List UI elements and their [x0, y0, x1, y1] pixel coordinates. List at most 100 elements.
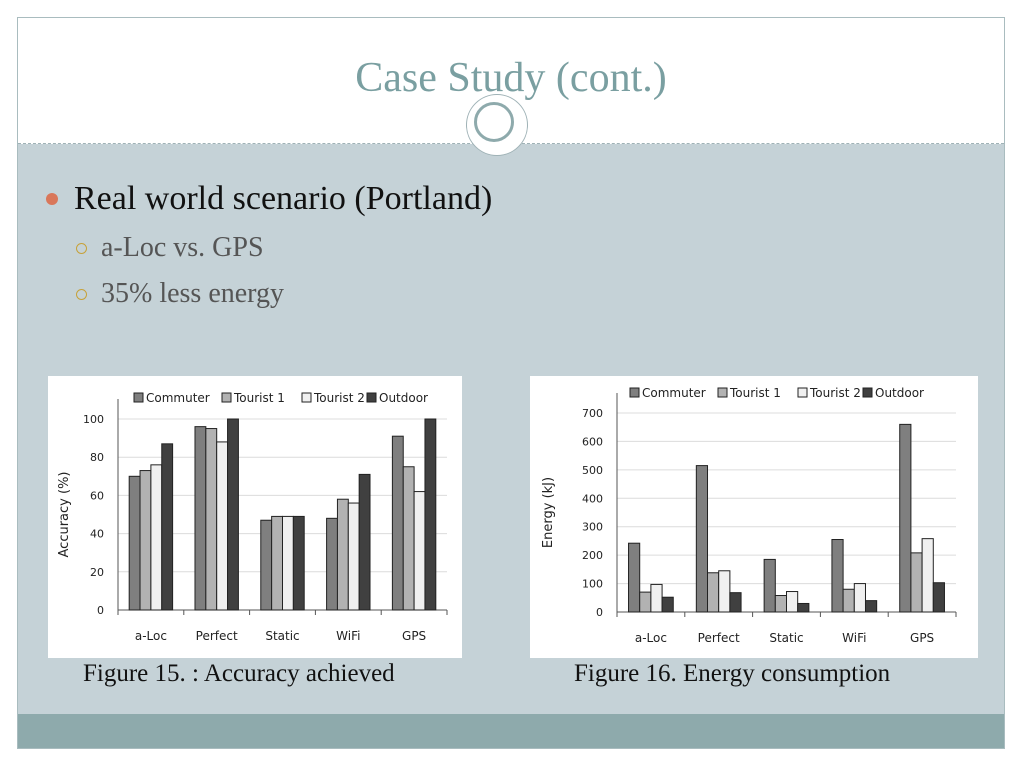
bar-tourist-1 — [774, 595, 788, 613]
bar-outdoor — [729, 592, 742, 613]
y-tick-label: 400 — [582, 492, 603, 505]
slide-title: Case Study (cont.) — [355, 55, 667, 101]
bar-tourist-2 — [786, 591, 799, 613]
bar-outdoor — [227, 418, 239, 611]
y-axis-label: Energy (kJ) — [541, 477, 556, 548]
bar-commuter — [628, 542, 641, 613]
legend-label: Commuter — [146, 391, 210, 405]
accuracy-chart: 0 20 40 60 80 100 a-Loc Perfect Static WiFi GPS Acc… — [48, 376, 462, 658]
legend-swatch — [717, 387, 728, 398]
bar-commuter — [763, 558, 776, 613]
legend-swatch — [629, 387, 640, 398]
bar-outdoor — [797, 602, 810, 613]
x-tick-label: WiFi — [336, 629, 360, 643]
y-tick-label: 80 — [90, 451, 104, 464]
bar-tourist-1 — [271, 515, 284, 611]
sub-bullet-ring-icon — [76, 242, 87, 254]
y-tick-label: 100 — [83, 413, 104, 426]
x-tick-label: a-Loc — [135, 629, 167, 643]
y-tick-label: 300 — [582, 521, 603, 534]
bar-tourist-1 — [402, 466, 415, 611]
circle-ornament-icon — [467, 95, 527, 155]
bar-commuter — [391, 435, 404, 611]
bar-tourist-2 — [650, 583, 663, 613]
y-tick-label: 500 — [582, 464, 603, 477]
bar-tourist-2 — [413, 491, 426, 611]
legend-swatch — [133, 392, 144, 403]
bar-tourist-2 — [718, 570, 731, 613]
y-tick-label: 0 — [97, 604, 104, 617]
legend-swatch — [366, 392, 377, 403]
y-tick-label: 100 — [582, 578, 603, 591]
y-tick-label: 600 — [582, 435, 603, 448]
bar-tourist-1 — [842, 588, 855, 613]
legend-label: Outdoor — [379, 391, 428, 405]
bar-outdoor — [661, 596, 674, 613]
legend-label: Outdoor — [875, 386, 924, 400]
bar-tourist-2 — [347, 502, 360, 611]
bar-tourist-2 — [921, 538, 934, 613]
x-tick-label: Static — [769, 631, 803, 645]
bar-outdoor — [358, 473, 371, 611]
legend-swatch — [221, 392, 232, 403]
bar-tourist-1 — [910, 552, 923, 613]
bar-tourist-2 — [150, 464, 163, 611]
bar-commuter — [695, 465, 709, 613]
y-tick-label: 60 — [90, 489, 104, 502]
legend-swatch — [797, 387, 808, 398]
y-tick-label: 0 — [596, 606, 603, 619]
y-tick-label: 20 — [90, 566, 104, 579]
bar-outdoor — [161, 443, 174, 611]
bar-tourist-1 — [639, 591, 652, 613]
legend-label: Commuter — [642, 386, 706, 400]
x-tick-label: GPS — [402, 629, 426, 643]
y-tick-label: 700 — [582, 407, 603, 420]
bullet-dot-icon — [46, 193, 58, 205]
bar-tourist-1 — [139, 470, 152, 611]
bar-commuter — [326, 517, 338, 611]
bar-outdoor — [292, 515, 305, 611]
bar-tourist-1 — [707, 572, 720, 613]
bar-tourist-2 — [853, 583, 866, 613]
sub-bullet: 35% less energy — [76, 278, 284, 310]
bar-outdoor — [424, 418, 437, 611]
footer-band — [18, 714, 1004, 748]
figure-caption-accuracy: Figure 15. : Accuracy achieved — [83, 660, 395, 687]
x-tick-label: a-Loc — [635, 631, 667, 645]
sub-bullet: a-Loc vs. GPS — [76, 232, 264, 264]
x-tick-label: WiFi — [842, 631, 866, 645]
sub-bullet-text: 35% less energy — [101, 278, 284, 309]
bar-commuter — [831, 539, 844, 613]
accuracy-chart-svg: 0 20 40 60 80 100 a-Loc Perfect Static WiFi GPS Acc… — [57, 391, 448, 643]
energy-chart: 0 100 200 300 400 500 600 700 a-Loc Perfect Static… — [530, 376, 978, 658]
bullet-text: Real world scenario (Portland) — [74, 180, 493, 217]
legend-label: Tourist 2 — [809, 386, 861, 400]
bar-tourist-1 — [205, 428, 218, 611]
bar-outdoor — [932, 582, 945, 613]
y-tick-label: 40 — [90, 528, 104, 541]
bar-commuter — [194, 426, 207, 611]
energy-chart-svg: 0 100 200 300 400 500 600 700 a-Loc Perfect Static… — [541, 386, 957, 645]
bar-outdoor — [864, 600, 878, 613]
bar-tourist-1 — [336, 498, 349, 611]
x-tick-label: Perfect — [196, 629, 238, 643]
legend-label: Tourist 2 — [313, 391, 365, 405]
sub-bullet-ring-icon — [76, 288, 87, 300]
x-tick-label: Perfect — [698, 631, 740, 645]
legend-swatch — [301, 392, 312, 403]
bar-tourist-2 — [216, 441, 229, 611]
x-tick-label: GPS — [910, 631, 934, 645]
bullet-main: Real world scenario (Portland) — [46, 180, 492, 218]
sub-bullet-text: a-Loc vs. GPS — [101, 232, 264, 263]
bar-commuter — [128, 475, 141, 611]
legend-swatch — [862, 387, 873, 398]
figure-caption-energy: Figure 16. Energy consumption — [574, 660, 891, 687]
bar-tourist-2 — [282, 515, 294, 611]
x-tick-label: Static — [265, 629, 299, 643]
bar-commuter — [260, 519, 273, 611]
legend-label: Tourist 1 — [233, 391, 285, 405]
legend-label: Tourist 1 — [729, 386, 781, 400]
y-axis-label: Accuracy (%) — [57, 472, 72, 558]
bar-commuter — [899, 423, 912, 613]
y-tick-label: 200 — [582, 549, 603, 562]
